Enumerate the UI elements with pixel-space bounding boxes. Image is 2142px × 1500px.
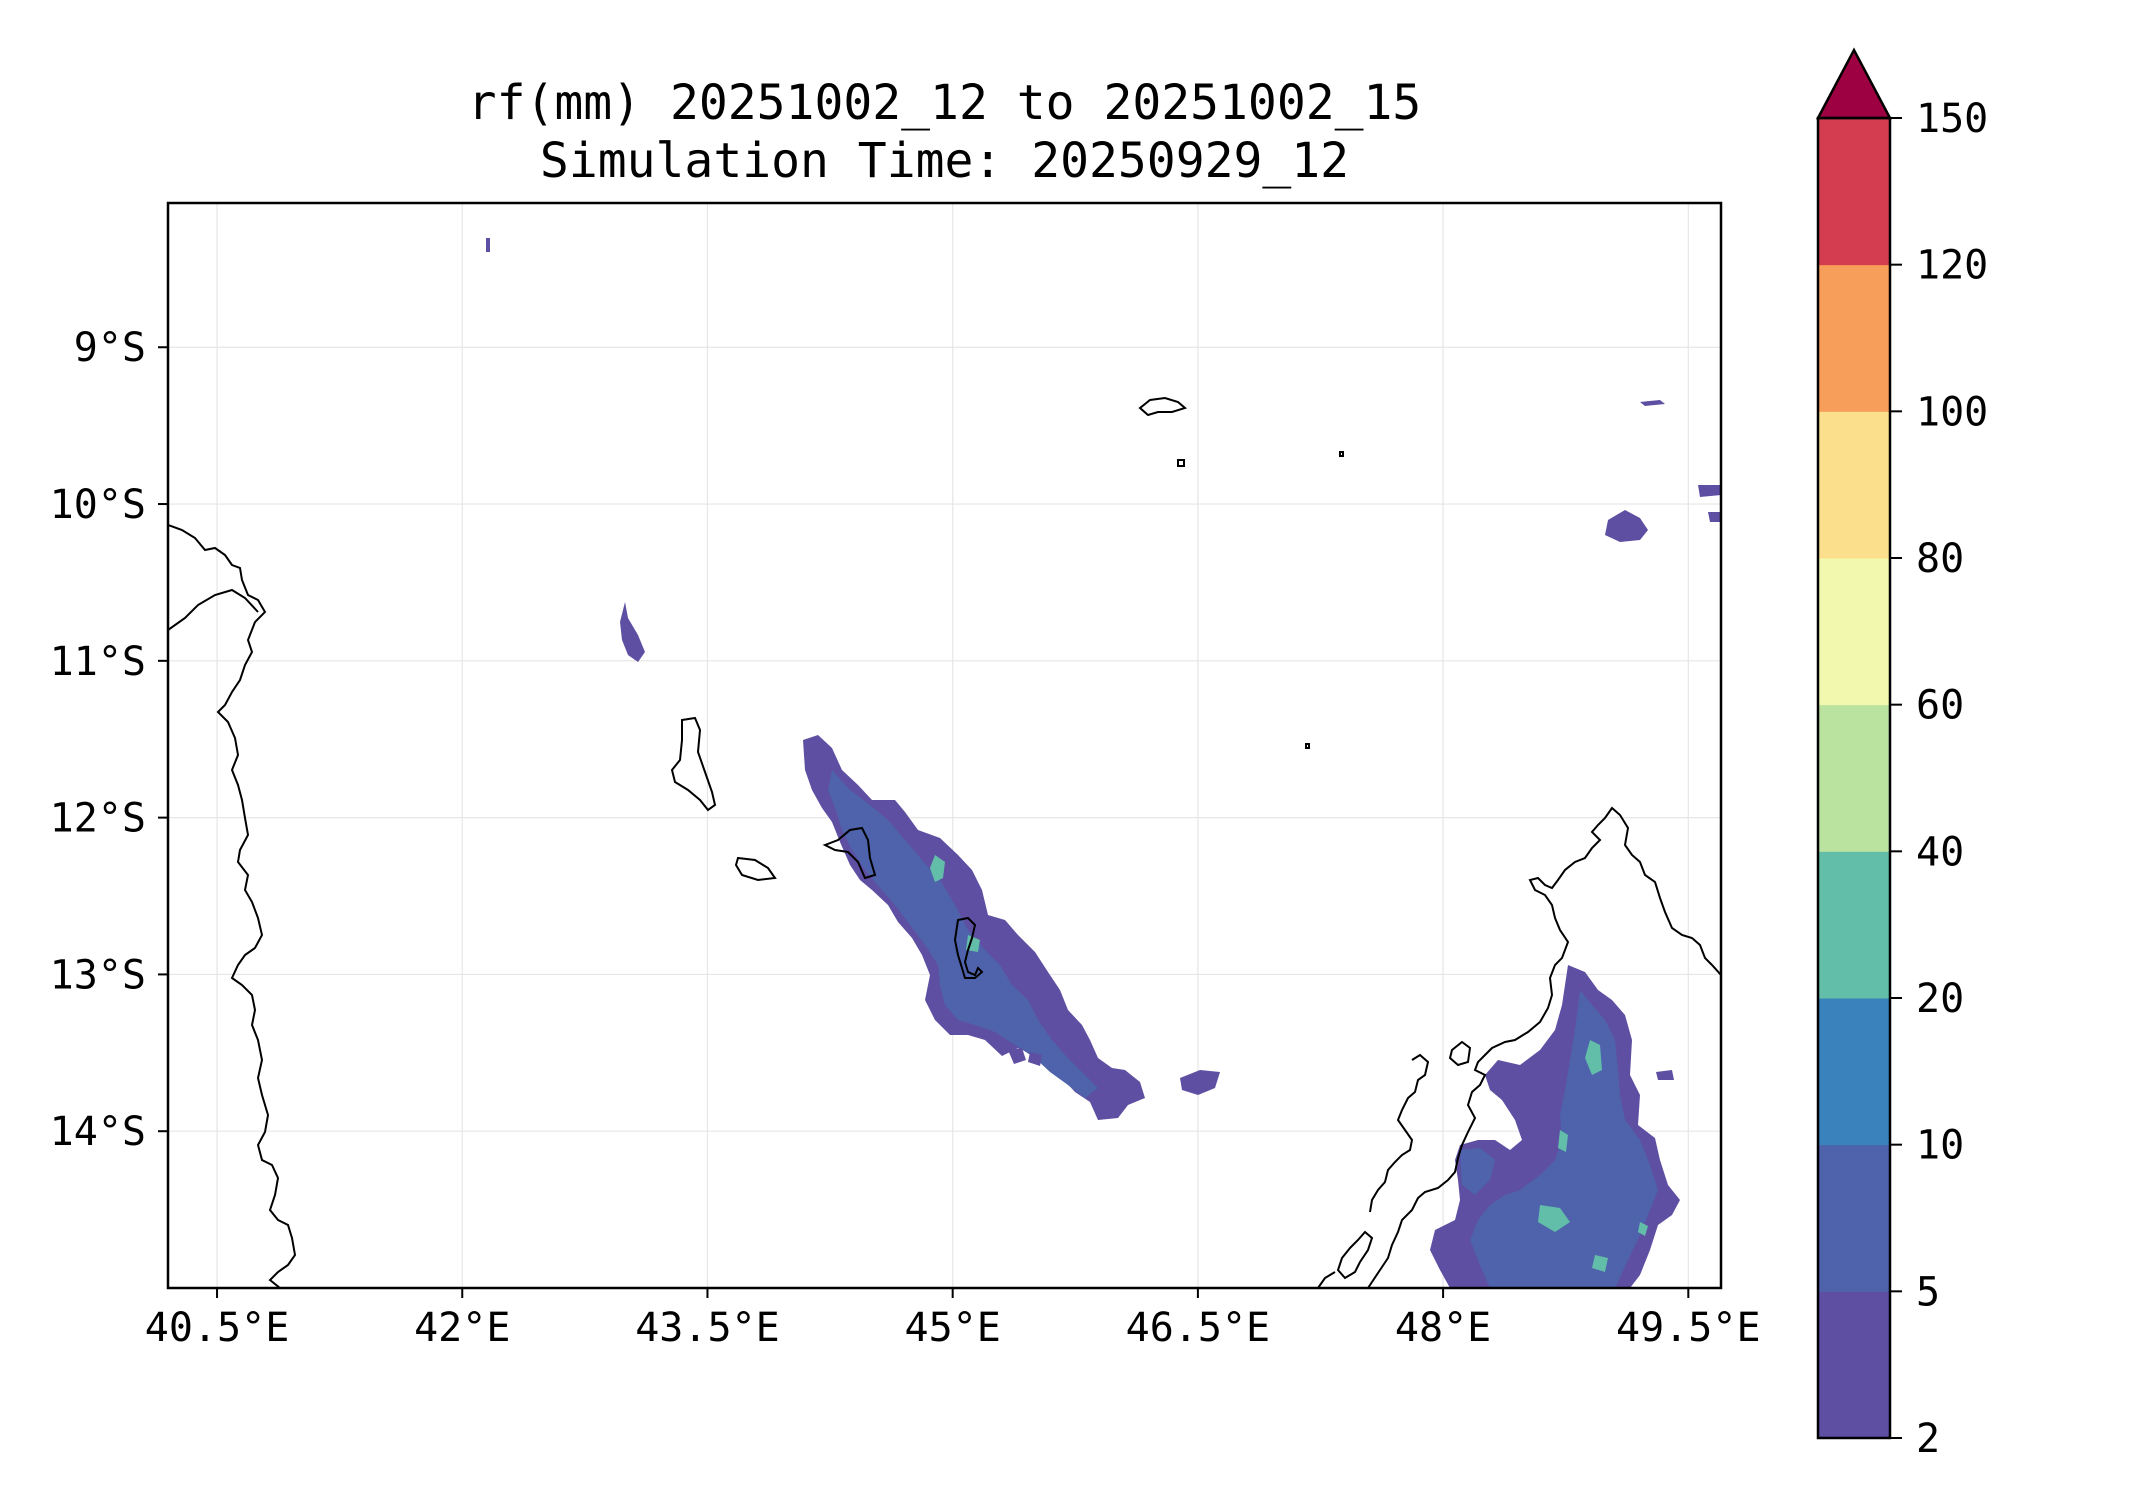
map-title: rf(mm) 20251002_12 to 20251002_15 xyxy=(467,75,1422,131)
colorbar: 2 5 10 20 40 60 80 100 120 150 xyxy=(1815,47,1988,1462)
map-frame xyxy=(166,201,1723,1290)
coast-grande-comore xyxy=(670,716,717,812)
rain-cell-8 xyxy=(1656,1070,1674,1080)
colorbar-segment xyxy=(1818,264,1890,412)
rain-band-core xyxy=(828,770,1098,1098)
colorbar-segment xyxy=(1818,558,1890,706)
y-tick-label: 14°S xyxy=(50,1109,146,1155)
coast-small-2 xyxy=(1305,743,1310,749)
rain-cell-2 xyxy=(1180,1070,1220,1095)
colorbar-extend-triangle xyxy=(1815,47,1893,120)
x-tick-label: 42°E xyxy=(414,1305,510,1351)
map-subtitle: Simulation Time: 20250929_12 xyxy=(539,133,1350,189)
colorbar-label: 100 xyxy=(1916,389,1988,435)
rain-cell-5 xyxy=(1698,485,1721,497)
coast-nosy-be xyxy=(1336,1230,1374,1280)
colorbar-segment xyxy=(1818,998,1890,1146)
rain-cell-1 xyxy=(620,602,645,662)
colorbar-label: 2 xyxy=(1916,1416,1940,1462)
coast-madagascar-sw xyxy=(1317,1271,1336,1288)
y-tick-label: 12°S xyxy=(50,796,146,842)
rain-madagascar-green-4 xyxy=(1592,1255,1608,1272)
coast-glorieuses-1 xyxy=(1138,396,1188,417)
coast-mayotte xyxy=(953,916,984,979)
rain-spot-green-1 xyxy=(930,855,945,882)
coast-small-1 xyxy=(1339,451,1344,457)
colorbar-segment xyxy=(1818,118,1890,266)
x-tick-label: 49.5°E xyxy=(1616,1305,1761,1351)
graticule xyxy=(168,203,1721,1288)
rain-cell-4 xyxy=(1605,510,1648,542)
coast-moheli xyxy=(734,856,777,882)
colorbar-label: 10 xyxy=(1916,1123,1964,1169)
y-tick-label: 10°S xyxy=(50,482,146,528)
colorbar-segment xyxy=(1818,704,1890,852)
x-tick-label: 48°E xyxy=(1395,1305,1491,1351)
rainfall-field xyxy=(486,238,1721,1288)
rain-cell-7 xyxy=(1640,400,1665,406)
colorbar-label: 60 xyxy=(1916,683,1964,729)
coast-africa-north xyxy=(168,588,259,631)
x-tick-label: 45°E xyxy=(905,1305,1001,1351)
colorbar-label: 40 xyxy=(1916,829,1964,875)
rain-madagascar-green-5 xyxy=(1638,1222,1648,1236)
colorbar-label: 120 xyxy=(1916,243,1988,289)
rain-spot-small-1 xyxy=(1008,1048,1026,1064)
colorbar-segment xyxy=(1818,1291,1890,1439)
x-axis-ticks: 40.5°E 42°E 43.5°E 45°E 46.5°E 48°E 49.5°E xyxy=(145,1288,1761,1351)
colorbar-label: 5 xyxy=(1916,1269,1940,1315)
coast-africa xyxy=(168,524,297,1288)
rain-madagascar-green-2 xyxy=(1558,1130,1568,1152)
y-tick-label: 13°S xyxy=(50,952,146,998)
coast-madagascar xyxy=(1367,806,1721,1288)
rain-madagascar-core-2 xyxy=(1460,1148,1495,1195)
coast-madagascar-bays xyxy=(1448,1040,1472,1067)
colorbar-label: 80 xyxy=(1916,536,1964,582)
x-tick-label: 43.5°E xyxy=(635,1305,780,1351)
coastlines xyxy=(168,396,1721,1288)
x-tick-label: 46.5°E xyxy=(1126,1305,1271,1351)
rain-spot-small-2 xyxy=(1028,1052,1042,1066)
colorbar-label: 20 xyxy=(1916,976,1964,1022)
colorbar-frame xyxy=(1816,116,1892,1440)
colorbar-segment xyxy=(1818,851,1890,999)
colorbar-segment xyxy=(1818,1144,1890,1292)
rain-madagascar-green-3 xyxy=(1538,1205,1570,1232)
colorbar-label: 150 xyxy=(1916,96,1988,142)
coast-madagascar-west xyxy=(1369,1053,1430,1213)
colorbar-segment xyxy=(1818,411,1890,559)
y-tick-label: 9°S xyxy=(74,325,146,371)
y-tick-label: 11°S xyxy=(50,639,146,685)
y-axis-ticks: 9°S 10°S 11°S 12°S 13°S 14°S xyxy=(50,325,168,1155)
coast-glorieuses-2 xyxy=(1177,459,1185,467)
x-tick-label: 40.5°E xyxy=(145,1305,290,1351)
coast-anjouan xyxy=(822,826,877,880)
rain-cell-6 xyxy=(1708,512,1721,522)
rain-madagascar-green-1 xyxy=(1585,1040,1602,1075)
rain-cell-3 xyxy=(486,238,490,252)
